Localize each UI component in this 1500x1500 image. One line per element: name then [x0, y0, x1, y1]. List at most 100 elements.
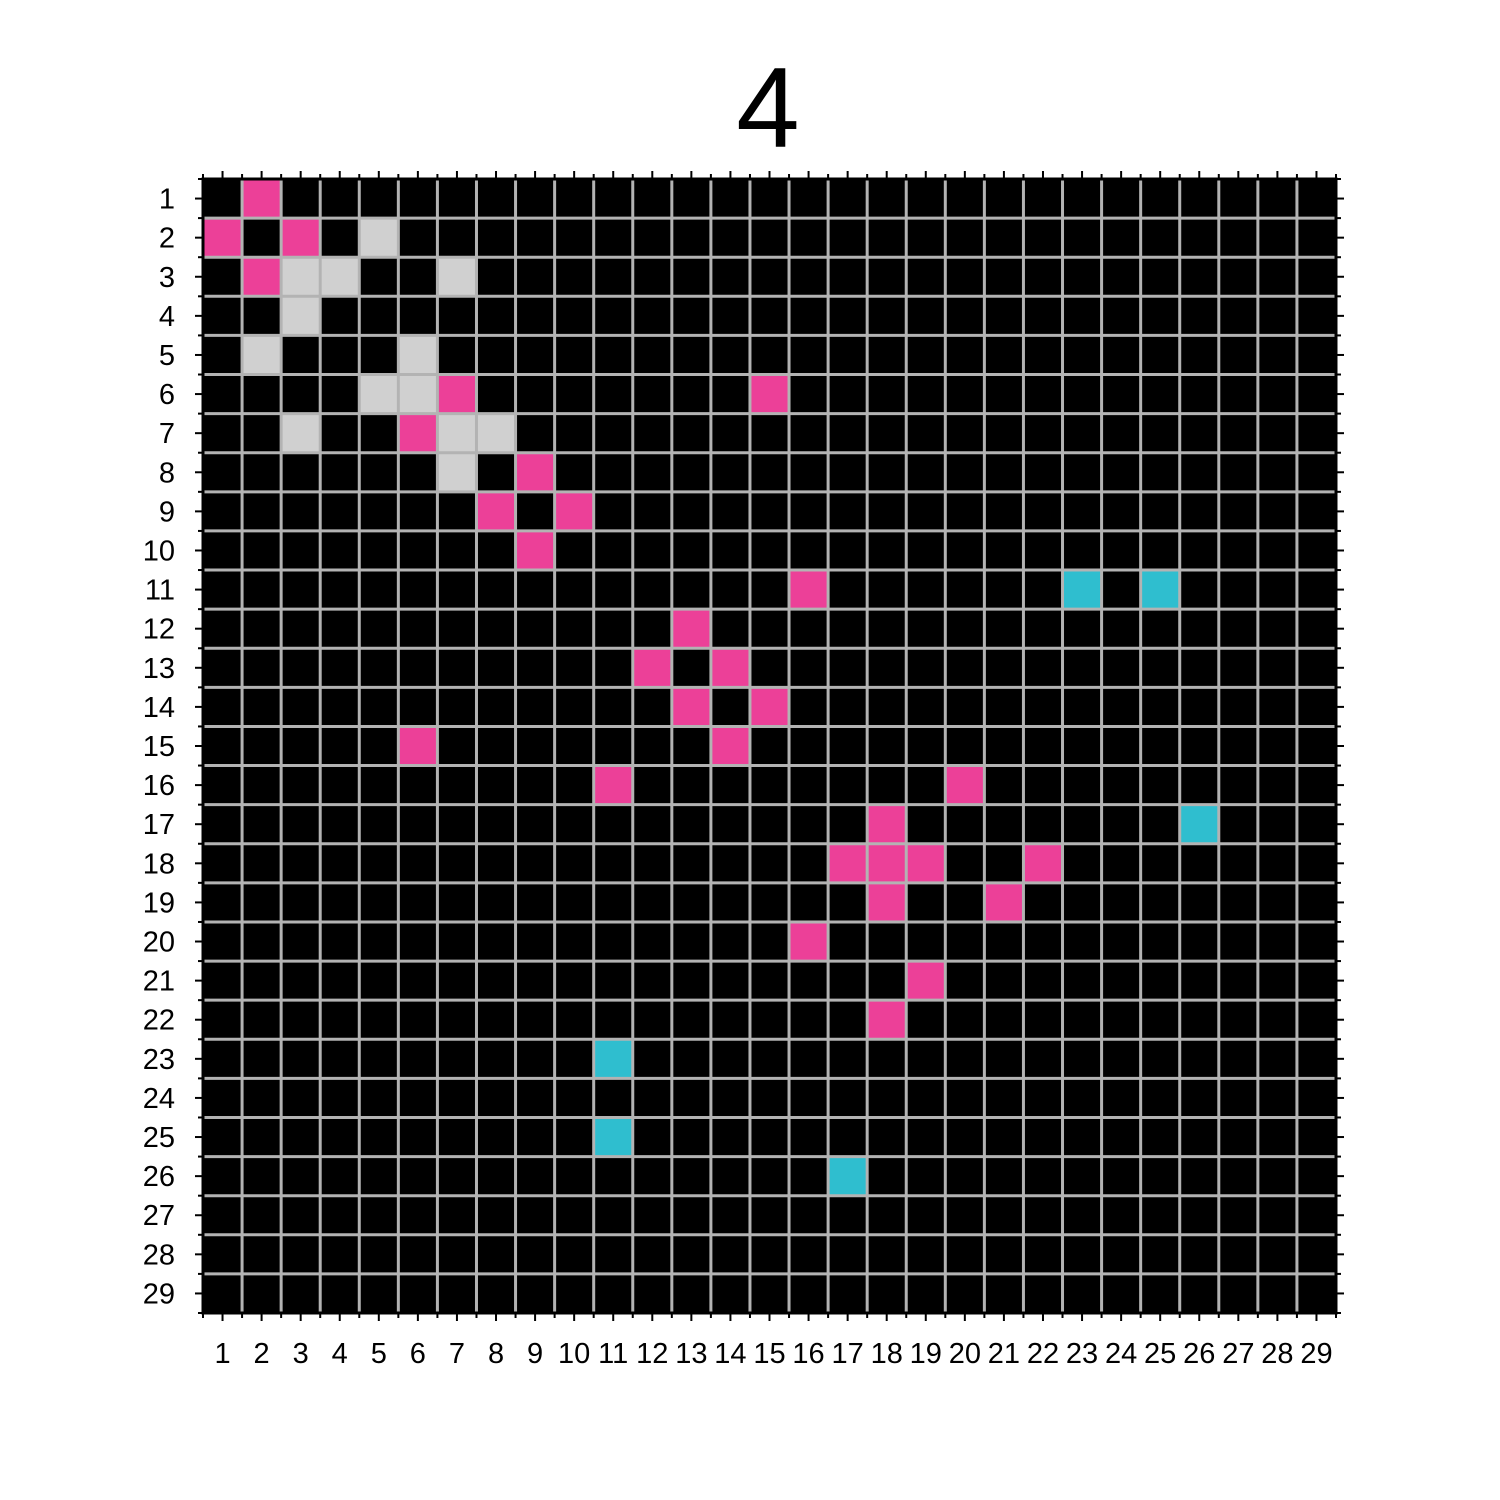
y-tick-label: 5 [159, 340, 175, 372]
x-tick-label: 24 [1105, 1338, 1137, 1370]
heatmap-cell-cyan [593, 1039, 633, 1079]
heatmap-cell-pink [710, 726, 750, 766]
heatmap-cell-light-gray [359, 374, 399, 414]
y-tick-label: 12 [143, 614, 175, 646]
x-tick-label: 16 [792, 1338, 824, 1370]
heatmap-cell-light-gray [281, 296, 321, 336]
heatmap-cell-light-gray [437, 452, 477, 492]
heatmap-cell-pink [515, 452, 555, 492]
x-tick-label: 1 [214, 1338, 230, 1370]
x-tick-label: 11 [598, 1338, 628, 1370]
x-tick-label: 7 [449, 1338, 465, 1370]
x-tick-label: 15 [753, 1338, 785, 1370]
y-tick-label: 21 [143, 966, 175, 998]
x-tick-label: 2 [254, 1338, 270, 1370]
heatmap-cell-pink [867, 804, 907, 844]
heatmap-cell-light-gray [398, 374, 438, 414]
x-tick-label: 20 [949, 1338, 981, 1370]
y-tick-label: 3 [159, 262, 175, 294]
labels-layer: 1 2 3 4 5 6 7 8 9 10 11 12 13 14 15 16 17 18 19 20 21 22 23 24 2… [143, 184, 1333, 1370]
heatmap-cell-pink [867, 882, 907, 922]
x-tick-label: 10 [558, 1338, 590, 1370]
x-tick-label: 28 [1261, 1338, 1293, 1370]
heatmap-cell-pink [828, 843, 868, 883]
heatmap-cell-pink [867, 1000, 907, 1040]
heatmap-cell-cyan [1179, 804, 1219, 844]
heatmap-cell-pink [242, 179, 282, 219]
y-tick-label: 28 [143, 1239, 175, 1271]
x-tick-label: 25 [1144, 1338, 1176, 1370]
x-tick-label: 9 [527, 1338, 543, 1370]
y-tick-label: 20 [143, 927, 175, 959]
heatmap-cell-pink [203, 218, 243, 258]
x-tick-label: 4 [332, 1338, 348, 1370]
y-tick-label: 18 [143, 848, 175, 880]
x-tick-label: 23 [1066, 1338, 1098, 1370]
heatmap-cell-pink [789, 921, 829, 962]
heatmap-cell-pink [398, 413, 438, 453]
x-tick-label: 17 [832, 1338, 864, 1370]
heatmap-cell-cyan [828, 1156, 868, 1196]
x-tick-label: 29 [1300, 1338, 1332, 1370]
x-tick-label: 6 [410, 1338, 426, 1370]
y-tick-label: 14 [143, 692, 175, 724]
y-tick-label: 1 [159, 184, 175, 216]
x-tick-label: 3 [293, 1338, 309, 1370]
heatmap-cell-pink [1023, 843, 1063, 883]
y-tick-label: 22 [143, 1005, 175, 1037]
heatmap-cell-light-gray [281, 413, 321, 453]
y-tick-label: 9 [159, 496, 175, 528]
heatmap-cell-light-gray [320, 257, 360, 297]
heatmap-cell-light-gray [476, 413, 516, 453]
heatmap-cell-pink [710, 648, 750, 688]
heatmap-cell-pink [749, 374, 790, 414]
heatmap-cell-pink [867, 843, 907, 883]
x-tick-label: 21 [988, 1338, 1020, 1370]
y-tick-label: 29 [143, 1278, 175, 1310]
y-tick-label: 10 [143, 535, 175, 567]
heatmap-cell-cyan [593, 1117, 633, 1157]
y-tick-label: 19 [143, 887, 175, 919]
heatmap-cell-pink [671, 687, 711, 727]
heatmap-cell-light-gray [437, 257, 477, 297]
heatmap-cell-pink [749, 687, 790, 727]
y-tick-label: 13 [143, 653, 175, 685]
y-tick-label: 4 [159, 301, 175, 333]
y-tick-label: 27 [143, 1200, 175, 1232]
heatmap-cell-pink [281, 218, 321, 258]
heatmap-cell-pink [984, 882, 1024, 922]
x-tick-label: 18 [871, 1338, 903, 1370]
cells-layer [203, 179, 1219, 1196]
heatmap-cell-light-gray [359, 218, 399, 258]
grid-layer [201, 177, 1338, 1315]
x-tick-label: 26 [1183, 1338, 1215, 1370]
x-tick-label: 14 [714, 1338, 746, 1370]
x-tick-label: 22 [1027, 1338, 1059, 1370]
y-tick-label: 25 [143, 1122, 175, 1154]
y-tick-label: 24 [143, 1083, 175, 1115]
heatmap-cell-pink [554, 491, 594, 531]
y-tick-label: 15 [143, 731, 175, 763]
heatmap-cell-light-gray [242, 335, 282, 375]
x-tick-label: 5 [371, 1338, 387, 1370]
ticks-layer [195, 171, 1344, 1321]
heatmap-cell-pink [632, 648, 672, 688]
y-tick-label: 26 [143, 1161, 175, 1193]
y-tick-label: 17 [143, 809, 175, 841]
x-tick-label: 13 [675, 1338, 707, 1370]
y-tick-label: 8 [159, 457, 175, 489]
heatmap-cell-light-gray [398, 335, 438, 375]
x-tick-label: 8 [488, 1338, 504, 1370]
heatmap-cell-cyan [1062, 570, 1102, 610]
heatmap-cell-pink [789, 570, 829, 610]
heatmap-cell-light-gray [437, 413, 477, 453]
x-tick-label: 27 [1222, 1338, 1254, 1370]
plot-background [203, 179, 1336, 1313]
heatmap-cell-pink [671, 609, 711, 649]
x-tick-label: 19 [910, 1338, 942, 1370]
heatmap-cell-pink [437, 374, 477, 414]
heatmap-cell-pink [945, 765, 985, 805]
heatmap-cell-pink [906, 843, 946, 883]
y-tick-label: 2 [159, 223, 175, 255]
